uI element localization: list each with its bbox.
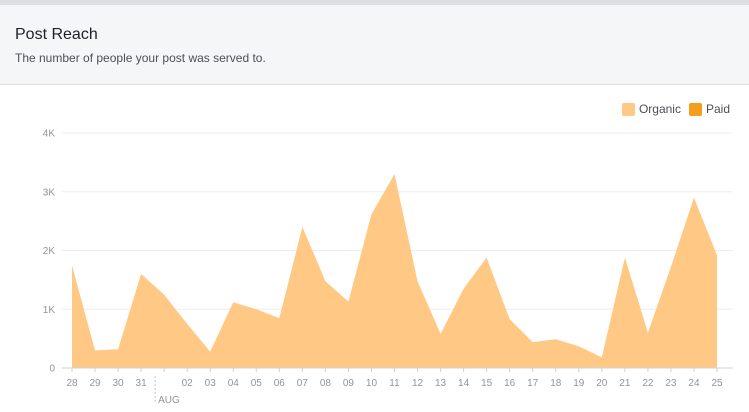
x-tick-label: 29	[89, 378, 101, 389]
card-header: Post Reach The number of people your pos…	[0, 5, 749, 85]
x-tick-label: 21	[619, 378, 631, 389]
x-tick-label: 16	[504, 378, 516, 389]
x-tick-label: 30	[113, 378, 125, 389]
x-tick-label: 15	[481, 378, 493, 389]
x-tick-label: 09	[343, 378, 355, 389]
x-tick-label: 23	[665, 378, 677, 389]
legend-label-paid: Paid	[705, 102, 730, 116]
legend-item-organic[interactable]: Organic	[621, 102, 681, 116]
x-tick-label: 11	[389, 378, 400, 389]
month-label: AUG	[158, 395, 180, 406]
x-tick-label: 25	[711, 378, 723, 389]
x-tick-label: 17	[527, 378, 539, 389]
x-tick-label: 18	[550, 378, 562, 389]
page-title: Post Reach	[15, 26, 98, 43]
legend-swatch-paid	[688, 102, 702, 116]
chart-legend: Organic Paid	[614, 102, 730, 116]
legend-item-paid[interactable]: Paid	[688, 102, 730, 116]
x-tick-label: 24	[688, 378, 700, 389]
y-tick-label: 3K	[43, 187, 56, 198]
y-tick-label: 0	[49, 364, 55, 375]
x-tick-label: 04	[228, 378, 240, 389]
x-tick-label: 28	[66, 378, 78, 389]
area-organic	[72, 174, 717, 368]
x-tick-label: 12	[412, 378, 424, 389]
x-tick-label: 31	[136, 378, 148, 389]
y-tick-label: 1K	[43, 305, 56, 316]
y-tick-label: 4K	[43, 129, 56, 140]
legend-swatch-organic	[621, 102, 635, 116]
x-tick-label: 10	[366, 378, 378, 389]
x-tick-label: 03	[205, 378, 217, 389]
x-tick-label: 19	[573, 378, 585, 389]
x-tick-label: 02	[182, 378, 194, 389]
x-tick-label: 07	[297, 378, 309, 389]
y-tick-label: 2K	[43, 246, 56, 257]
x-tick-label: 20	[596, 378, 608, 389]
page-subtitle: The number of people your post was serve…	[15, 51, 266, 65]
x-tick-label: 14	[458, 378, 470, 389]
x-tick-label: 06	[274, 378, 286, 389]
legend-label-organic: Organic	[638, 102, 681, 116]
top-strip	[0, 0, 749, 5]
x-tick-label: 05	[251, 378, 263, 389]
x-tick-label: 13	[435, 378, 447, 389]
x-tick-label: 22	[642, 378, 654, 389]
x-tick-label: 08	[320, 378, 332, 389]
